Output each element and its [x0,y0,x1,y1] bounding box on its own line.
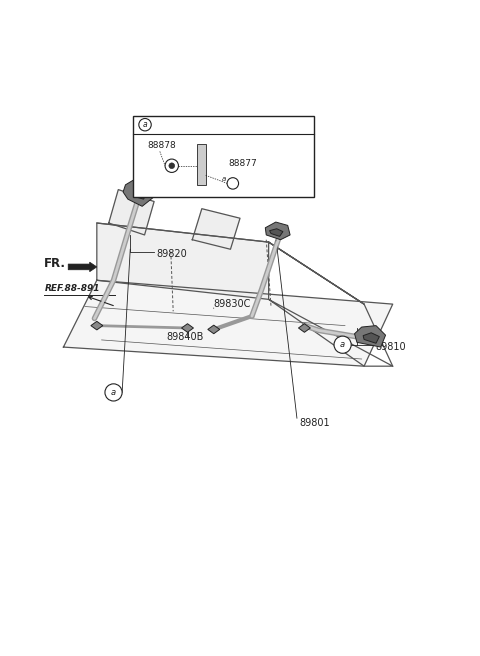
Text: a: a [222,176,227,182]
Polygon shape [91,321,103,330]
Text: 89801: 89801 [300,419,330,428]
Polygon shape [269,242,364,304]
Polygon shape [192,209,240,249]
Text: 89830C: 89830C [214,298,251,308]
FancyBboxPatch shape [132,115,314,197]
Polygon shape [97,223,269,299]
Polygon shape [181,323,193,333]
Text: 88877: 88877 [228,159,257,168]
Text: a: a [111,388,116,397]
Polygon shape [270,229,283,236]
Polygon shape [134,188,147,199]
Circle shape [334,336,351,354]
Text: FR.: FR. [44,257,66,270]
Text: REF.88-891: REF.88-891 [44,284,100,293]
Text: a: a [143,120,147,129]
Circle shape [139,119,151,131]
Polygon shape [197,144,205,185]
Polygon shape [123,178,154,206]
Circle shape [165,159,179,173]
Text: 89820: 89820 [156,249,187,259]
Polygon shape [363,333,379,343]
Polygon shape [265,222,290,239]
Circle shape [227,178,239,189]
Polygon shape [63,280,393,366]
Circle shape [169,163,175,169]
Polygon shape [208,325,220,334]
Text: 89810: 89810 [375,342,406,352]
Circle shape [105,384,122,401]
Polygon shape [299,323,311,333]
Text: a: a [340,340,345,349]
Polygon shape [68,262,97,272]
Polygon shape [355,325,385,347]
Text: 89840B: 89840B [166,332,204,342]
Text: 88878: 88878 [147,141,176,150]
Polygon shape [109,190,154,235]
